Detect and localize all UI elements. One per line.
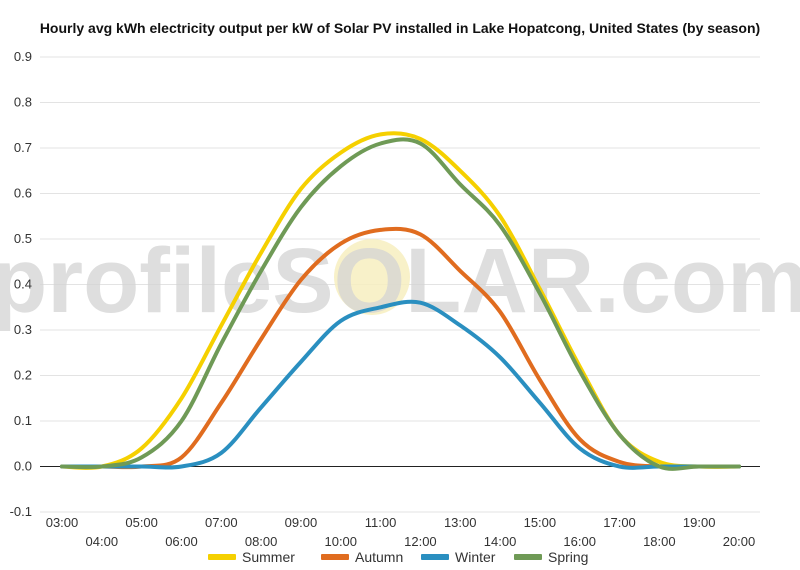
x-tick-label: 10:00 (324, 534, 357, 549)
x-tick-label: 13:00 (444, 515, 477, 530)
y-tick-label: 0.4 (14, 277, 32, 292)
series-line-spring (60, 137, 741, 471)
y-tick-label: 0.1 (14, 413, 32, 428)
legend-label: Winter (455, 549, 496, 565)
y-tick-label: 0.7 (14, 140, 32, 155)
series-layer (60, 131, 741, 471)
x-tick-label: 16:00 (563, 534, 596, 549)
legend-swatch (421, 554, 449, 560)
legend-swatch (208, 554, 236, 560)
legend-label: Spring (548, 549, 588, 565)
x-tick-label: 18:00 (643, 534, 676, 549)
x-axis-ticks: 03:00 04:00 05:00 06:00 07:00 08:00 09:00 10:00… (46, 515, 756, 549)
watermark: profileSOLAR.com (0, 230, 800, 332)
x-tick-label: 12:00 (404, 534, 437, 549)
y-axis-ticks: 0.9 0.8 0.7 0.6 0.5 0.4 0.3 0.2 0.1 0.0 -0.1 (10, 49, 32, 519)
legend-label: Summer (242, 549, 295, 565)
series-line-autumn (60, 226, 741, 470)
legend-swatch (321, 554, 349, 560)
y-tick-label: 0.5 (14, 231, 32, 246)
x-tick-label: 05:00 (125, 515, 158, 530)
y-tick-label: 0.6 (14, 186, 32, 201)
x-tick-label: 03:00 (46, 515, 79, 530)
y-tick-label: 0.8 (14, 95, 32, 110)
x-tick-label: 15:00 (524, 515, 557, 530)
x-tick-label: 19:00 (683, 515, 716, 530)
x-tick-label: 08:00 (245, 534, 278, 549)
y-tick-label: -0.1 (10, 504, 32, 519)
x-tick-label: 14:00 (484, 534, 517, 549)
watermark-sun-icon (334, 239, 410, 315)
chart-title: Hourly avg kWh electricity output per kW… (40, 20, 760, 36)
series-line-winter (60, 299, 741, 470)
legend-label: Autumn (355, 549, 403, 565)
y-tick-label: 0.3 (14, 322, 32, 337)
x-tick-label: 09:00 (285, 515, 318, 530)
x-tick-label: 17:00 (603, 515, 636, 530)
legend: Summer Autumn Winter Spring (208, 549, 588, 565)
x-tick-label: 06:00 (165, 534, 198, 549)
x-tick-label: 04:00 (86, 534, 119, 549)
y-tick-label: 0.2 (14, 368, 32, 383)
x-tick-label: 07:00 (205, 515, 238, 530)
watermark-text: profileSOLAR.com (0, 230, 800, 332)
y-tick-label: 0.9 (14, 49, 32, 64)
x-tick-label: 20:00 (723, 534, 756, 549)
x-tick-label: 11:00 (365, 515, 397, 530)
y-tick-label: 0.0 (14, 459, 32, 474)
legend-swatch (514, 554, 542, 560)
